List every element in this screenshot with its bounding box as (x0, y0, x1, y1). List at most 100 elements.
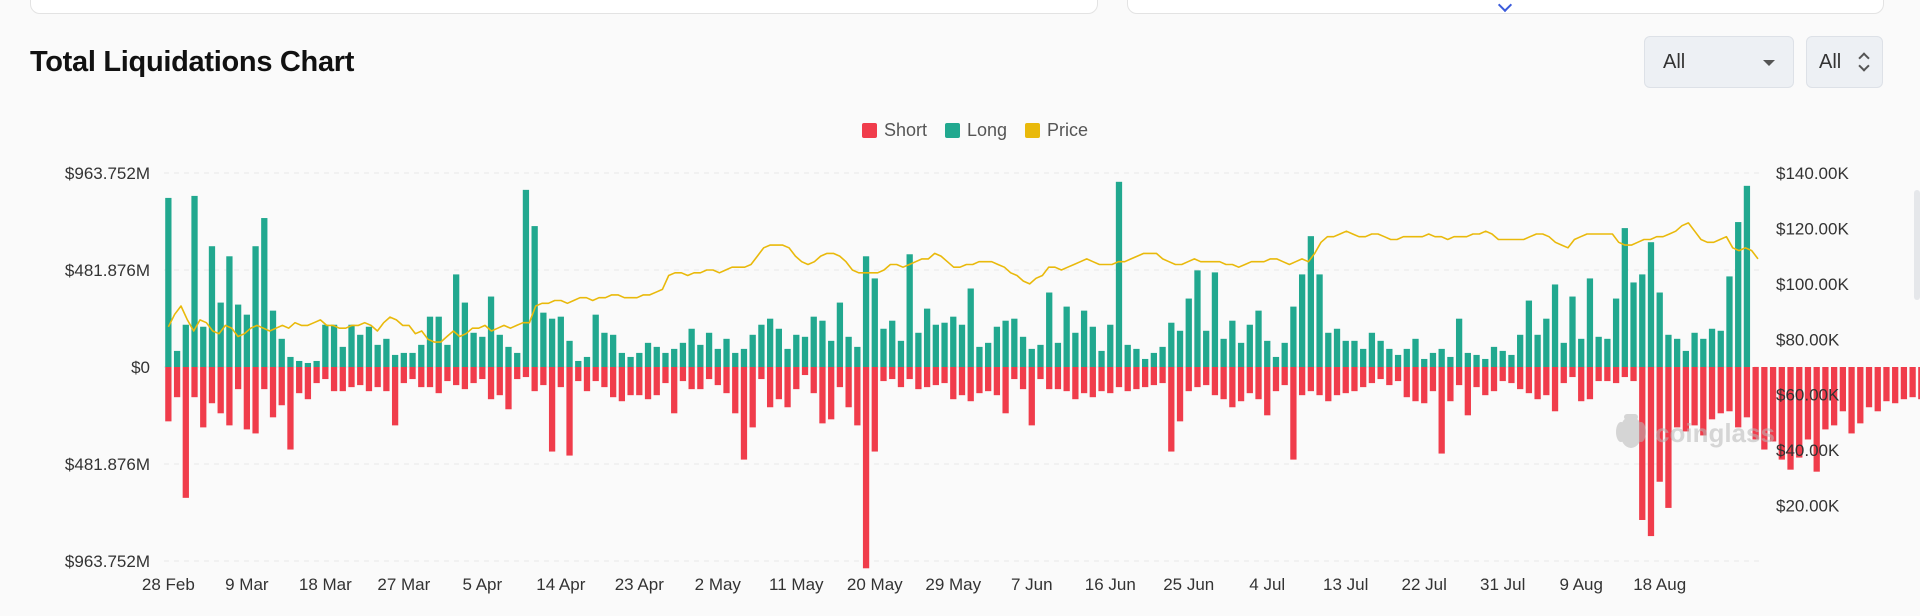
short-bar (575, 367, 582, 382)
long-bar (976, 346, 983, 367)
x-tick-label: 23 Apr (615, 575, 664, 594)
short-bar (1909, 367, 1916, 398)
short-bar (1865, 367, 1873, 408)
short-bar (1298, 367, 1306, 396)
long-bar (531, 226, 538, 367)
long-bar (636, 352, 643, 367)
short-bar (1168, 367, 1175, 452)
long-bar (714, 348, 721, 367)
short-bar (723, 367, 730, 394)
short-bar (296, 367, 303, 394)
long-bar (165, 197, 172, 367)
long-bar (243, 314, 250, 367)
short-bar (1787, 367, 1794, 470)
legend-item-price[interactable]: Price (1025, 120, 1088, 141)
short-bar (950, 367, 957, 400)
page-scrollbar[interactable] (1914, 190, 1920, 300)
y-left-tick-label: $0 (131, 358, 150, 377)
long-bar (1124, 344, 1131, 367)
short-bar (679, 367, 687, 382)
y-right-tick-label: $20.00K (1776, 497, 1840, 516)
x-tick-label: 16 Jun (1085, 575, 1136, 594)
long-bar (261, 218, 268, 367)
long-bar (426, 316, 434, 367)
short-bar (775, 367, 782, 400)
long-bar (1298, 274, 1306, 367)
long-bar (1002, 320, 1009, 367)
short-bar (845, 367, 852, 408)
long-bar (575, 360, 582, 367)
short-bar (1455, 367, 1463, 386)
time-range-select[interactable]: All (1644, 36, 1794, 88)
long-bar (1726, 276, 1733, 367)
long-bar (889, 320, 896, 367)
legend-item-short[interactable]: Short (861, 120, 927, 141)
long-bar (1011, 318, 1018, 367)
short-bar (583, 367, 591, 392)
time-range-value: All (1663, 50, 1686, 73)
long-bar (208, 246, 216, 367)
short-bar (705, 367, 713, 380)
long-bar (749, 334, 756, 367)
short-bar (165, 367, 172, 422)
legend-item-long[interactable]: Long (944, 120, 1007, 141)
short-bar (243, 367, 250, 430)
short-bar (287, 367, 294, 450)
short-bar (1647, 367, 1655, 537)
long-bar (365, 326, 373, 367)
long-bar (304, 362, 312, 367)
short-bar (1761, 367, 1768, 450)
long-bar (610, 334, 617, 367)
short-bar (618, 367, 626, 402)
long-bar (1272, 356, 1280, 367)
short-bar (208, 367, 216, 404)
short-bar (1726, 367, 1733, 412)
long-bar (906, 254, 913, 367)
long-bar (1142, 358, 1149, 367)
short-bar (348, 367, 355, 388)
short-bar (1072, 367, 1079, 400)
short-bar (1796, 367, 1803, 458)
short-bar (1630, 367, 1637, 382)
long-bar (793, 334, 800, 367)
short-bar (923, 367, 931, 388)
short-bar (1150, 367, 1158, 386)
long-bar (182, 324, 189, 367)
short-bar (1264, 367, 1271, 416)
long-bar (1743, 185, 1751, 367)
short-bar (1848, 367, 1855, 434)
short-bar (1769, 367, 1777, 442)
short-bar (1089, 367, 1096, 398)
short-bar (1735, 367, 1742, 428)
short-bar (1691, 367, 1698, 426)
short-bar (1281, 367, 1288, 386)
short-bar (1569, 367, 1576, 378)
short-bar (487, 367, 495, 400)
short-bar (714, 367, 721, 386)
short-bar (278, 367, 285, 406)
short-bar (1037, 367, 1044, 380)
long-bar (1403, 348, 1410, 367)
long-bar (1560, 342, 1567, 367)
long-bar (1508, 354, 1515, 367)
long-bar (173, 350, 181, 367)
short-bar (1473, 367, 1480, 388)
long-bar (1612, 298, 1620, 367)
short-bar (1403, 367, 1410, 398)
axes: $963.752M $481.876M $0 $481.876M $963.752M $1… (65, 164, 1850, 594)
short-bar (226, 367, 233, 426)
long-bar (810, 316, 817, 367)
short-bar (1394, 367, 1402, 382)
long-bar (688, 328, 695, 367)
short-swatch (861, 123, 877, 138)
long-bar (1691, 332, 1698, 367)
long-bar (200, 326, 207, 367)
short-bar (732, 367, 739, 414)
short-bar (1246, 367, 1253, 394)
long-bar (522, 189, 530, 367)
y-right-tick-label: $40.00K (1776, 441, 1840, 460)
short-bar (993, 367, 1001, 396)
short-bar (653, 367, 660, 396)
coin-select[interactable]: All (1806, 36, 1883, 88)
